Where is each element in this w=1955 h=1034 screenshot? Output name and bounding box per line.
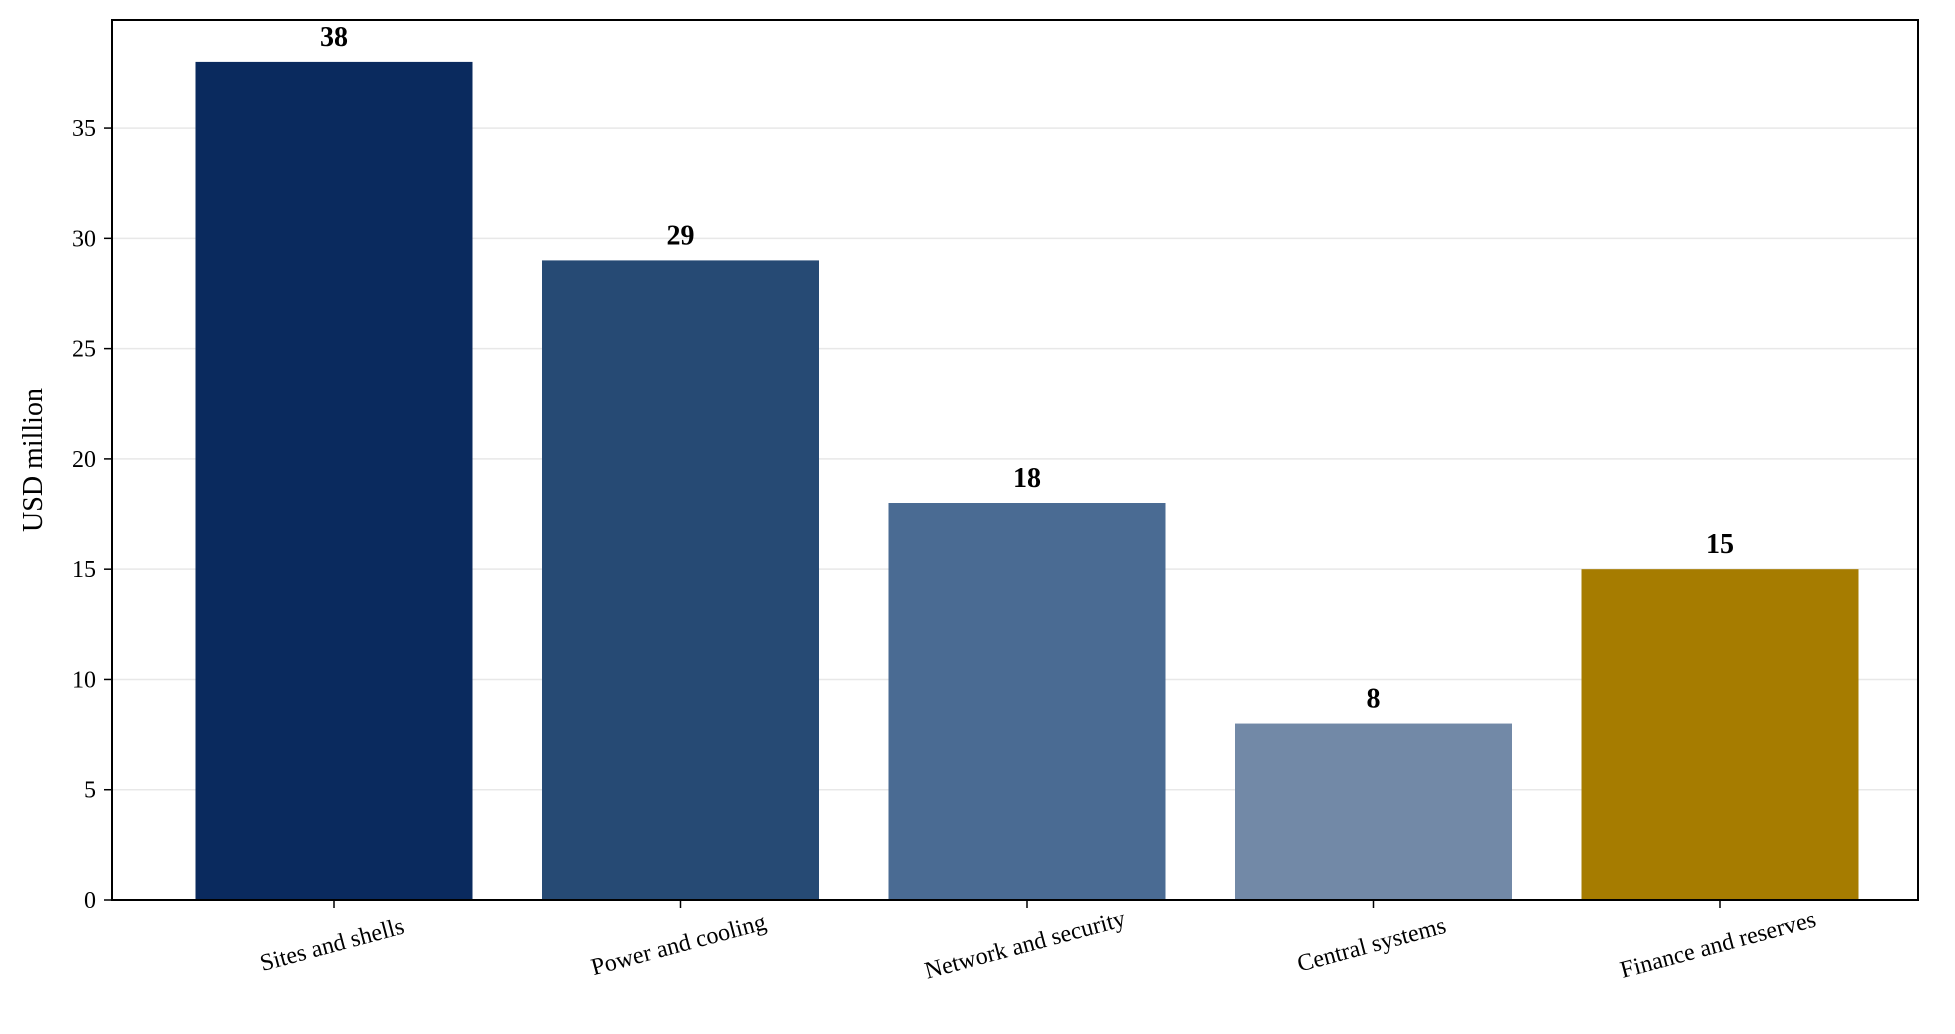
data-labels: 38 29 18 8 15 xyxy=(320,22,1734,715)
data-label-network-and-security: 18 xyxy=(1013,463,1041,494)
bar-network-and-security xyxy=(888,503,1166,900)
y-tick-label-0: 0 xyxy=(84,888,96,914)
data-label-central-systems: 8 xyxy=(1367,684,1381,715)
bars xyxy=(195,61,1859,900)
x-tick-label-sites-and-shells: Sites and shells xyxy=(257,914,407,977)
x-tick-label-network-and-security: Network and security xyxy=(922,906,1128,985)
y-axis-title: USD million xyxy=(18,388,49,532)
y-tick-label-30: 30 xyxy=(72,226,96,252)
y-tick-label-35: 35 xyxy=(72,116,96,142)
x-tick-label-central-systems: Central systems xyxy=(1295,913,1449,978)
data-label-finance-and-reserves: 15 xyxy=(1706,529,1734,560)
data-label-sites-and-shells: 38 xyxy=(320,22,348,53)
x-tick-label-power-and-cooling: Power and cooling xyxy=(588,909,769,981)
x-axis-ticks: Sites and shells Power and cooling Network… xyxy=(257,900,1819,985)
y-tick-label-25: 25 xyxy=(72,337,96,363)
bar-power-and-cooling xyxy=(542,260,819,900)
y-tick-label-15: 15 xyxy=(72,557,96,583)
x-tick-label-finance-and-reserves: Finance and reserves xyxy=(1618,907,1819,984)
bar-sites-and-shells xyxy=(195,61,473,900)
y-tick-label-20: 20 xyxy=(72,447,96,473)
bar-finance-and-reserves xyxy=(1581,569,1859,900)
plot-frame xyxy=(111,19,1919,901)
data-label-power-and-cooling: 29 xyxy=(667,220,695,251)
y-tick-label-10: 10 xyxy=(72,667,96,693)
y-tick-label-5: 5 xyxy=(84,778,96,804)
bar-central-systems xyxy=(1235,723,1512,900)
y-axis-ticks: 0 5 10 15 20 25 30 35 xyxy=(72,116,112,914)
